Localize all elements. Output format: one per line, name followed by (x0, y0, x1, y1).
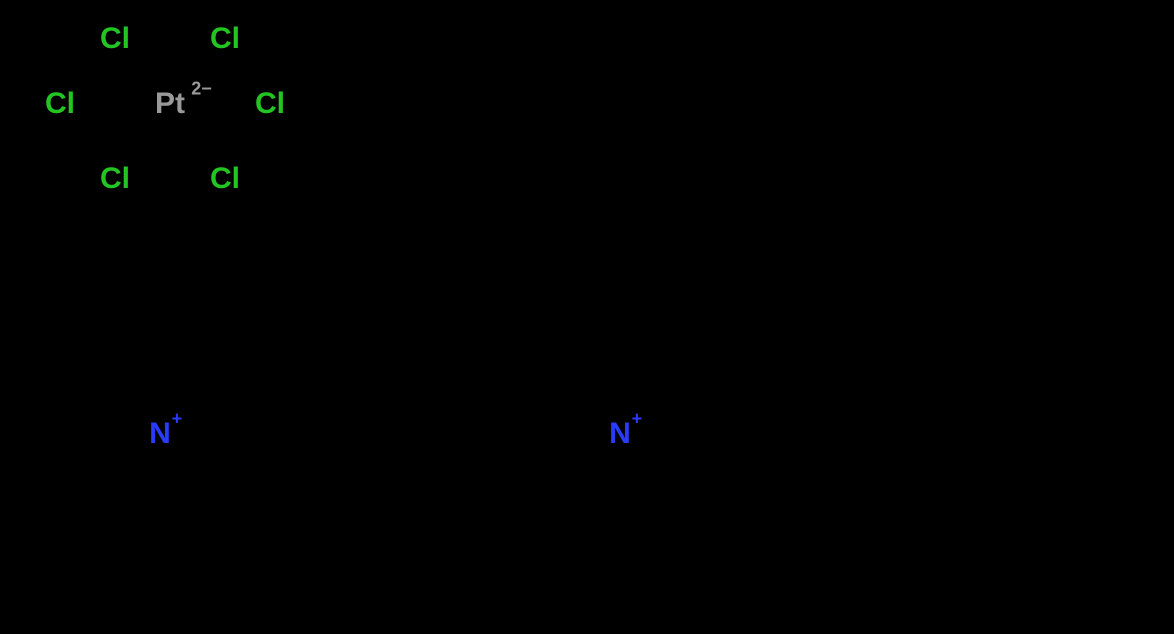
alkyl-chain-1-3 (634, 446, 800, 525)
ammonium-cation-0 (40, 390, 340, 630)
cl-ligand-3: Cl (255, 87, 285, 120)
alkyl-chain-0-3 (174, 446, 340, 525)
cl-ligand-0: Cl (100, 22, 130, 55)
cl-ligand-2: Cl (45, 87, 75, 120)
ammonium-n-0: N (149, 417, 171, 450)
cl-ligand-5: Cl (210, 162, 240, 195)
alkyl-chain-1-0 (500, 390, 606, 510)
alkyl-chain-0-1 (100, 453, 160, 630)
alkyl-chain-0-2 (174, 390, 340, 435)
alkyl-chain-1-1 (560, 453, 620, 630)
ammonium-n-0-charge: + (172, 409, 183, 429)
pt-center-charge: 2− (191, 79, 212, 99)
cl-ligand-1: Cl (210, 22, 240, 55)
pt-center: Pt (155, 87, 185, 120)
ammonium-n-1: N (609, 417, 631, 450)
cl-ligand-4: Cl (100, 162, 130, 195)
ammonium-n-1-charge: + (632, 409, 643, 429)
ammonium-cation-1 (500, 390, 800, 630)
chemical-structure-canvas: Pt2−ClClClClClClN+N+ (0, 0, 1174, 634)
alkyl-chain-1-2 (634, 390, 800, 435)
alkyl-chain-0-0 (40, 390, 146, 510)
